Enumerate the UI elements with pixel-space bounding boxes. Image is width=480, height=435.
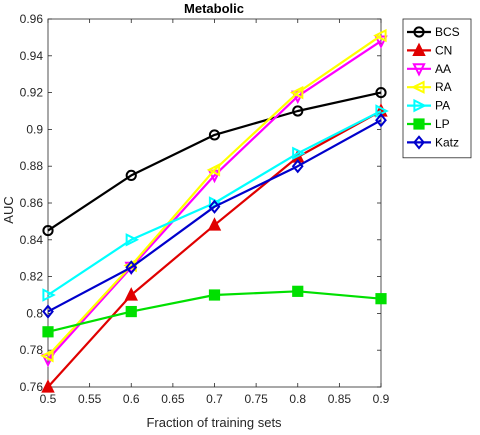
x-tick-label-0-8: 0.8	[289, 392, 306, 406]
legend-marker-pa	[413, 98, 427, 113]
y-tick-label-0-78: 0.78	[20, 343, 44, 357]
data-point-lp-3	[292, 285, 304, 297]
legend-item-lp: LP	[407, 117, 450, 131]
data-point-pa-0	[42, 288, 56, 302]
x-tick-label-0-75: 0.75	[244, 392, 268, 406]
series-line-ra	[47, 34, 382, 357]
data-point-lp-1	[125, 305, 137, 318]
y-axis: 0.76 0.78 0.8 0.82 0.84 0.86 0.88 0.9 0.92 0.94 0.…	[20, 12, 381, 394]
data-point-cn-0	[41, 379, 55, 393]
x-tick-label-0-7: 0.7	[206, 392, 223, 406]
data-point-cn-1	[124, 287, 138, 301]
data-point-bcs-1	[125, 169, 137, 181]
x-tick-label-0-9: 0.9	[373, 392, 390, 406]
y-tick-label-0-76: 0.76	[20, 380, 44, 394]
x-tick-label-0-65: 0.65	[161, 392, 185, 406]
y-tick-label-0-86: 0.86	[20, 196, 44, 210]
legend-marker-cn	[412, 42, 426, 56]
x-tick-label-0-5: 0.5	[40, 392, 57, 406]
legend-item-cn: CN	[407, 42, 452, 57]
legend-label-pa: PA	[435, 99, 450, 113]
data-point-lp-0	[42, 326, 54, 338]
y-tick-label-0-88: 0.88	[20, 159, 44, 173]
data-point-bcs-4	[375, 87, 387, 99]
y-tick-label-0-84: 0.84	[20, 233, 44, 247]
series-line-pa	[47, 110, 382, 296]
series-line-katz	[47, 119, 382, 313]
y-tick-label-0-94: 0.94	[20, 49, 44, 63]
data-point-pa-1	[125, 233, 140, 247]
data-point-katz-3	[291, 159, 304, 174]
legend-label-lp: LP	[435, 117, 450, 131]
legend-label-cn: CN	[435, 43, 452, 57]
legend-marker-aa	[412, 63, 426, 77]
data-point-lp-2	[208, 289, 221, 301]
x-tick-label-0-6: 0.6	[123, 392, 140, 406]
data-point-ra-2	[206, 163, 221, 177]
legend-label-bcs: BCS	[435, 25, 460, 39]
legend-marker-lp	[413, 118, 425, 130]
data-point-bcs-0	[42, 225, 54, 237]
y-tick-label-0-82: 0.82	[20, 270, 44, 284]
legend-marker-bcs	[413, 26, 425, 38]
series-layer	[40, 28, 389, 393]
series-line-bcs	[47, 91, 382, 232]
series-line-aa	[47, 40, 382, 361]
data-point-pa-3	[292, 146, 306, 161]
legend-label-ra: RA	[435, 80, 452, 94]
data-point-lp-4	[375, 293, 387, 305]
data-point-katz-2	[208, 199, 221, 214]
x-tick-label-0-85: 0.85	[328, 392, 352, 406]
legend-item-pa: PA	[407, 99, 450, 113]
legend-label-aa: AA	[435, 62, 451, 76]
x-axis-label: Fraction of training sets	[146, 415, 282, 430]
y-tick-label-0-8: 0.8	[26, 306, 43, 320]
legend-item-ra: RA	[407, 80, 452, 94]
data-point-cn-2	[207, 217, 222, 231]
legend-marker-katz	[413, 135, 425, 150]
y-tick-label-0-9: 0.9	[26, 122, 43, 136]
data-point-bcs-2	[208, 129, 221, 141]
x-tick-label-0-55: 0.55	[78, 392, 102, 406]
y-axis-label: AUC	[1, 196, 16, 223]
data-point-bcs-3	[292, 105, 304, 117]
legend-item-aa: AA	[407, 62, 451, 77]
data-point-ra-4	[373, 28, 387, 43]
legend: BCS CN AA RA PA LP Katz	[402, 18, 472, 159]
data-point-katz-4	[375, 113, 387, 128]
legend-item-katz: Katz	[407, 135, 459, 150]
y-tick-label-0-96: 0.96	[20, 12, 44, 26]
data-point-katz-1	[125, 260, 138, 275]
data-point-ra-0	[40, 349, 54, 363]
legend-label-katz: Katz	[435, 135, 459, 149]
series-katz	[42, 113, 387, 319]
data-point-katz-0	[42, 304, 54, 319]
series-bcs	[42, 87, 387, 237]
series-lp	[42, 285, 387, 338]
data-point-pa-4	[375, 104, 389, 118]
x-axis: 0.5 0.55 0.6 0.65 0.7 0.75 0.8 0.85 0.9	[40, 19, 390, 406]
legend-item-bcs: BCS	[407, 25, 460, 39]
chart-title: Metabolic	[184, 1, 244, 16]
data-point-ra-3	[289, 85, 304, 100]
legend-marker-ra	[411, 80, 425, 94]
y-tick-label-0-92: 0.92	[20, 86, 44, 100]
